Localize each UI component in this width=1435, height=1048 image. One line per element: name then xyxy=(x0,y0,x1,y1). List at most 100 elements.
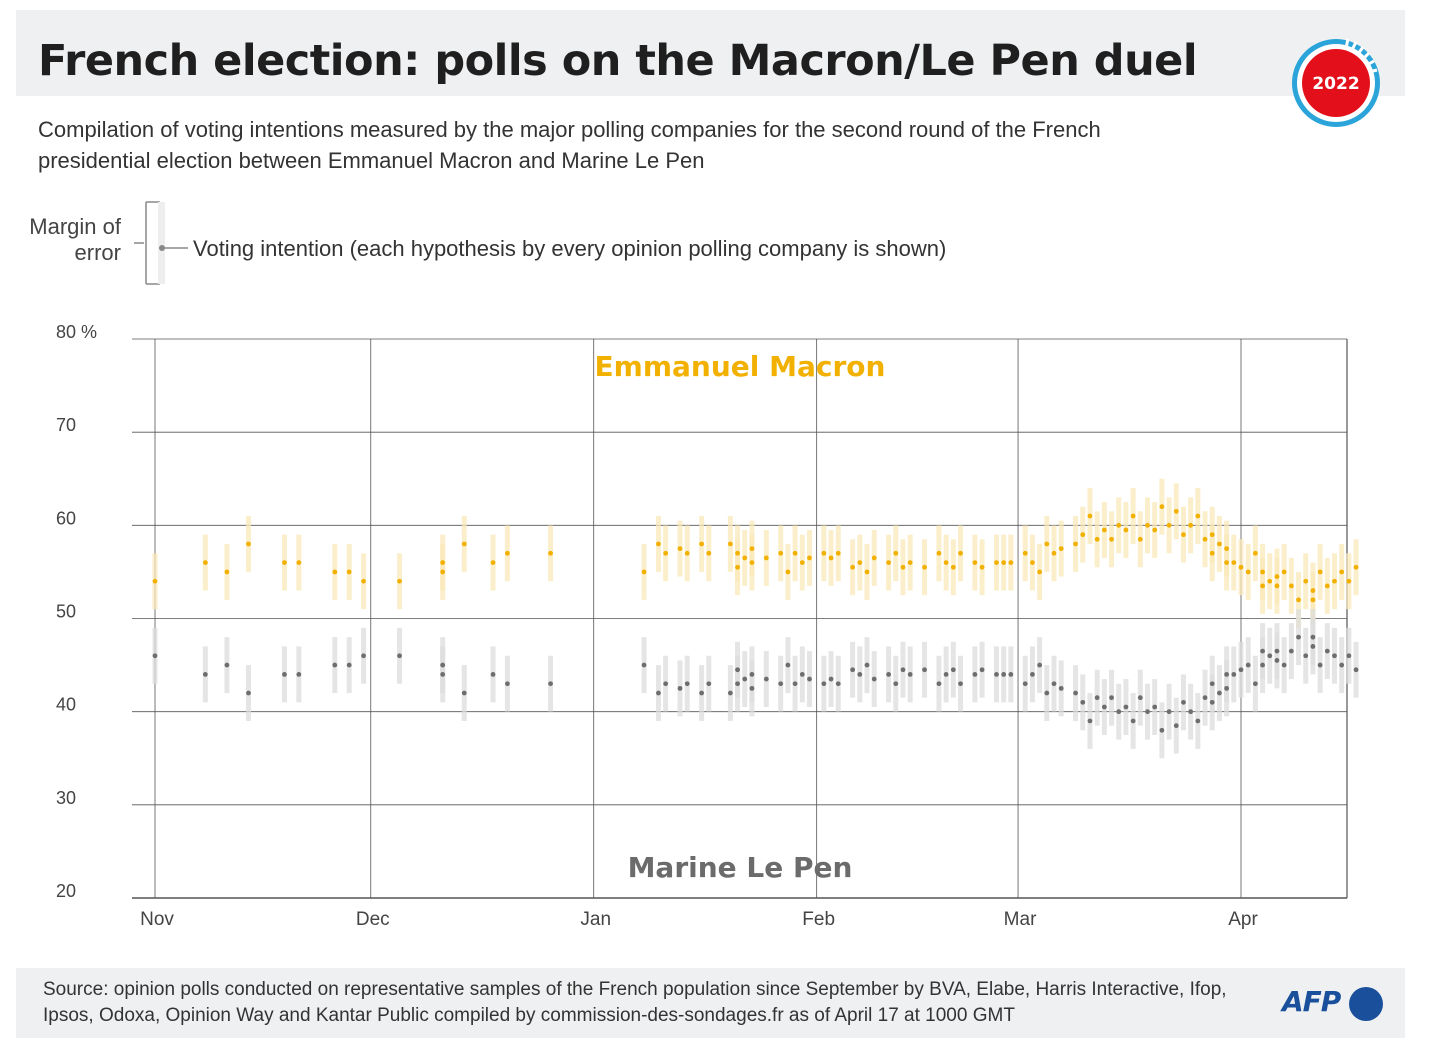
poll-point xyxy=(663,550,669,556)
poll-point xyxy=(1145,709,1150,715)
poll-point xyxy=(1130,718,1136,724)
y-tick-label: 50 xyxy=(56,602,76,622)
poll-point xyxy=(857,672,863,677)
x-tick-label: Jan xyxy=(580,909,611,930)
chart-subtitle: Compilation of voting intentions measure… xyxy=(38,117,1101,173)
y-tick-label: 20 xyxy=(56,881,76,901)
poll-point xyxy=(1317,569,1323,575)
poll-point xyxy=(1252,681,1258,687)
poll-point xyxy=(1217,541,1222,547)
poll-point xyxy=(1022,681,1028,687)
legend-voting-intention-label: Voting intention (each hypothesis by eve… xyxy=(193,236,947,261)
poll-point xyxy=(1281,662,1287,668)
poll-point xyxy=(1288,648,1294,654)
poll-point xyxy=(656,690,661,696)
poll-point xyxy=(1044,541,1050,547)
poll-point xyxy=(778,681,784,687)
poll-point xyxy=(735,667,740,673)
poll-point xyxy=(1303,578,1309,584)
poll-point xyxy=(1238,667,1244,673)
poll-point xyxy=(684,550,690,556)
afp-logo: AFP xyxy=(1282,985,1341,1018)
poll-point xyxy=(1296,634,1301,640)
poll-point xyxy=(1123,704,1129,710)
poll-point xyxy=(850,667,856,673)
legend-margin-label: Margin of error xyxy=(29,214,121,265)
poll-point xyxy=(900,667,906,673)
poll-point xyxy=(979,667,985,673)
poll-point xyxy=(1332,653,1337,659)
y-tick-label: 80 % xyxy=(56,322,97,342)
poll-point xyxy=(828,676,834,682)
poll-point xyxy=(1274,574,1280,579)
poll-point xyxy=(1152,527,1158,533)
poll-point xyxy=(152,578,158,584)
poll-point xyxy=(792,681,798,687)
poll-point xyxy=(677,546,683,552)
poll-point xyxy=(699,541,704,547)
poll-point xyxy=(1224,685,1230,691)
poll-point xyxy=(346,662,352,668)
poll-point xyxy=(1346,578,1352,584)
poll-point xyxy=(440,662,446,668)
poll-point xyxy=(742,676,748,682)
poll-point xyxy=(1324,583,1330,589)
badge-year: 2022 xyxy=(1312,74,1359,94)
poll-point xyxy=(1202,536,1208,542)
poll-point xyxy=(1209,532,1215,538)
poll-point xyxy=(490,560,496,565)
poll-point xyxy=(1080,532,1086,538)
poll-point xyxy=(1217,690,1222,696)
poll-point xyxy=(950,667,956,673)
poll-point xyxy=(1188,522,1194,528)
election-2022-badge-icon: 2022 xyxy=(1292,38,1380,127)
poll-point xyxy=(1231,560,1237,565)
poll-point xyxy=(224,662,230,668)
poll-point xyxy=(936,550,942,556)
poll-point xyxy=(361,653,366,659)
poll-point xyxy=(871,555,877,561)
poll-point xyxy=(1303,653,1309,659)
poll-point xyxy=(684,681,690,687)
poll-point xyxy=(1166,522,1172,528)
poll-point xyxy=(864,662,870,668)
poll-point xyxy=(1080,699,1086,705)
poll-point xyxy=(1274,658,1280,663)
poll-point xyxy=(1137,695,1143,701)
poll-point xyxy=(1130,513,1136,519)
poll-point xyxy=(1202,695,1208,701)
poll-point xyxy=(332,569,338,575)
poll-point xyxy=(1166,709,1172,715)
afp-logo-dot-icon xyxy=(1349,987,1383,1021)
poll-point xyxy=(735,681,740,687)
poll-point xyxy=(922,564,927,570)
poll-point xyxy=(296,560,302,565)
poll-point xyxy=(1073,541,1078,547)
poll-point xyxy=(1209,699,1215,705)
x-tick-label: Nov xyxy=(140,909,174,930)
poll-point xyxy=(1109,536,1114,542)
poll-point xyxy=(440,569,446,575)
poll-point xyxy=(1310,597,1316,603)
poll-point xyxy=(1274,583,1280,589)
poll-point xyxy=(1260,662,1265,668)
poll-point xyxy=(1188,709,1194,715)
poll-point xyxy=(1224,560,1230,565)
poll-point xyxy=(886,560,891,565)
poll-point xyxy=(282,560,287,565)
poll-point xyxy=(548,681,553,687)
poll-point xyxy=(1296,597,1301,603)
poll-point xyxy=(828,555,834,561)
poll-point xyxy=(735,564,740,570)
poll-point xyxy=(1073,690,1078,696)
poll-point xyxy=(1317,662,1323,668)
poll-point xyxy=(1281,569,1287,575)
chart-title: French election: polls on the Macron/Le … xyxy=(38,36,1198,86)
poll-point xyxy=(296,672,302,677)
poll-point xyxy=(950,564,956,570)
poll-point xyxy=(1274,648,1280,654)
poll-point xyxy=(821,550,827,556)
poll-point xyxy=(1087,513,1093,519)
poll-point xyxy=(1224,672,1230,677)
poll-point xyxy=(656,541,661,547)
